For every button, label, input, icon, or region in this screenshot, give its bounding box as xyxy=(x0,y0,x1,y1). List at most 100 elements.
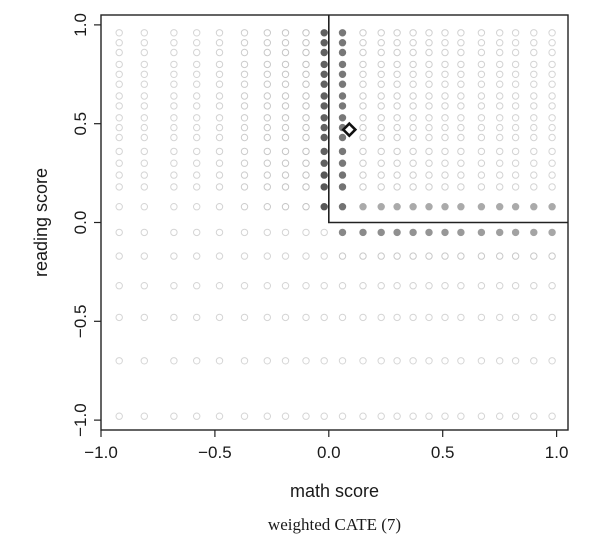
data-point xyxy=(409,252,417,260)
data-point xyxy=(393,228,401,237)
data-point xyxy=(530,171,538,179)
data-point xyxy=(393,159,401,167)
data-point xyxy=(409,159,417,167)
data-point xyxy=(338,228,347,237)
data-point xyxy=(302,228,310,237)
data-point xyxy=(193,48,201,57)
data-point xyxy=(496,203,504,211)
data-point xyxy=(215,203,224,211)
data-point xyxy=(548,114,556,122)
data-point xyxy=(281,102,290,110)
data-point xyxy=(359,183,367,191)
data-point xyxy=(170,147,178,156)
data-point xyxy=(359,282,367,290)
data-point xyxy=(377,123,385,132)
data-point xyxy=(425,48,433,57)
data-point xyxy=(409,183,417,191)
data-point xyxy=(477,70,486,79)
data-point xyxy=(377,114,385,122)
data-point xyxy=(140,80,149,88)
data-point xyxy=(320,102,328,110)
data-point xyxy=(193,282,201,290)
data-point xyxy=(320,123,328,132)
x-tick-label: −0.5 xyxy=(198,443,232,462)
data-point xyxy=(240,159,249,167)
data-point xyxy=(530,80,538,88)
data-point xyxy=(457,183,465,191)
data-point xyxy=(393,102,401,110)
data-point xyxy=(457,282,465,290)
data-point xyxy=(281,147,290,156)
data-point xyxy=(511,29,520,37)
data-point xyxy=(281,133,290,142)
data-point xyxy=(170,60,178,69)
data-point xyxy=(240,282,249,290)
data-point xyxy=(263,60,271,69)
data-point xyxy=(548,39,556,47)
data-point xyxy=(477,80,486,88)
data-point xyxy=(548,48,556,57)
data-point xyxy=(170,183,178,191)
data-point xyxy=(511,228,520,237)
data-point xyxy=(240,70,249,79)
data-point xyxy=(496,282,504,290)
data-point xyxy=(302,29,310,37)
data-point xyxy=(302,252,310,260)
data-point xyxy=(320,282,328,290)
data-point xyxy=(359,39,367,47)
data-point xyxy=(338,48,347,57)
data-point xyxy=(496,80,504,88)
data-point xyxy=(377,171,385,179)
data-point xyxy=(338,147,347,156)
data-point xyxy=(511,80,520,88)
data-point xyxy=(393,80,401,88)
data-point xyxy=(530,159,538,167)
data-point xyxy=(140,228,149,237)
data-point xyxy=(215,102,224,110)
data-point xyxy=(320,147,328,156)
y-tick-label: −0.5 xyxy=(71,305,90,339)
data-point xyxy=(193,39,201,47)
data-point xyxy=(409,228,417,237)
x-axis-label: math score xyxy=(290,481,379,501)
data-point xyxy=(511,133,520,142)
data-point xyxy=(240,412,249,420)
data-point xyxy=(441,252,449,260)
data-point xyxy=(140,123,149,132)
data-point xyxy=(548,171,556,179)
data-point xyxy=(393,70,401,79)
data-point xyxy=(359,102,367,110)
data-point xyxy=(240,147,249,156)
data-point xyxy=(477,282,486,290)
data-point xyxy=(425,147,433,156)
data-point xyxy=(170,80,178,88)
data-point xyxy=(359,171,367,179)
data-point xyxy=(457,203,465,211)
data-point xyxy=(441,92,449,100)
data-point xyxy=(359,357,367,365)
data-point xyxy=(425,80,433,88)
data-point xyxy=(477,60,486,69)
data-point xyxy=(393,357,401,365)
data-point xyxy=(302,70,310,79)
data-point xyxy=(477,183,486,191)
data-point xyxy=(511,159,520,167)
data-point xyxy=(359,60,367,69)
data-point xyxy=(548,203,556,211)
data-point xyxy=(140,282,149,290)
data-point xyxy=(320,357,328,365)
y-tick-label: 0.5 xyxy=(71,112,90,136)
data-point xyxy=(409,114,417,122)
data-point xyxy=(240,39,249,47)
data-point xyxy=(240,48,249,57)
data-point xyxy=(193,133,201,142)
data-point xyxy=(496,159,504,167)
y-tick-label: −1.0 xyxy=(71,403,90,437)
data-point xyxy=(115,228,123,237)
data-point xyxy=(170,70,178,79)
data-point xyxy=(511,252,520,260)
data-point xyxy=(215,114,224,122)
data-point xyxy=(320,60,328,69)
data-point xyxy=(530,48,538,57)
data-point xyxy=(530,114,538,122)
